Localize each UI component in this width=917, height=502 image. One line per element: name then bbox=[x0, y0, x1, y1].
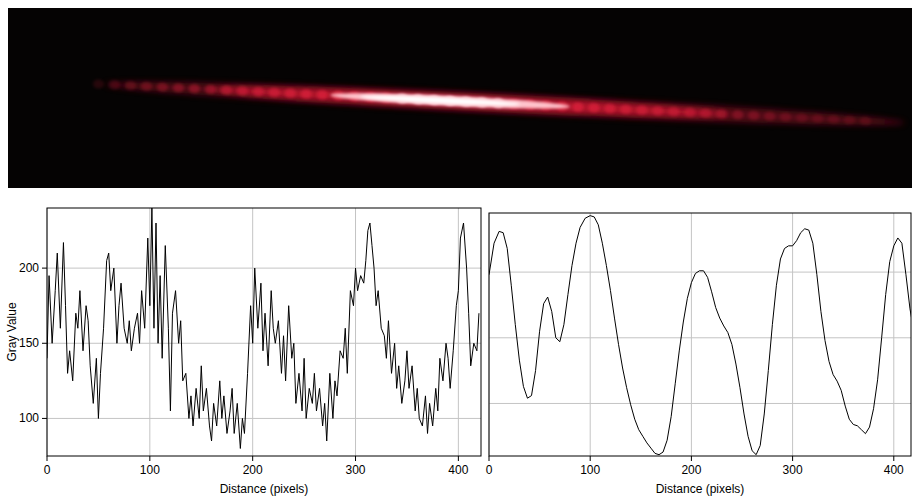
streak bbox=[93, 75, 905, 132]
core bbox=[360, 94, 520, 108]
fringe-dot bbox=[93, 79, 104, 89]
tick-mark bbox=[489, 456, 490, 461]
grid-line bbox=[47, 418, 481, 419]
fringe-dot bbox=[221, 85, 232, 95]
tick-mark bbox=[252, 456, 253, 461]
tick-label: 200 bbox=[243, 463, 263, 477]
fringe-dot bbox=[748, 111, 759, 121]
grid-line bbox=[590, 213, 591, 456]
grid-line bbox=[792, 213, 793, 456]
fringe-dot bbox=[588, 103, 599, 113]
tick-mark bbox=[792, 456, 793, 461]
fringe-dot bbox=[604, 104, 615, 114]
grid-line bbox=[489, 403, 911, 404]
grid-line bbox=[489, 272, 911, 273]
chart: 0 100 200 300 400 Distance (pixels) bbox=[486, 213, 912, 496]
data-layer bbox=[489, 216, 911, 455]
photo bbox=[8, 8, 912, 188]
tick-label: 150 bbox=[19, 336, 39, 350]
data-line bbox=[47, 208, 479, 448]
fringe-dot bbox=[141, 82, 152, 92]
tick-mark bbox=[355, 456, 356, 461]
tick-label: 300 bbox=[346, 463, 366, 477]
data-line bbox=[489, 216, 911, 455]
data-layer bbox=[47, 208, 479, 448]
fringe-dot bbox=[317, 90, 328, 100]
fringe-dot bbox=[780, 112, 791, 122]
fringe-dot bbox=[285, 88, 296, 98]
axis-title: Distance (pixels) bbox=[656, 482, 745, 496]
glow bbox=[210, 82, 730, 121]
fringe-dot bbox=[684, 108, 695, 118]
tick-label: 0 bbox=[486, 463, 493, 477]
fringe-dot bbox=[189, 84, 200, 94]
fringe-dot bbox=[812, 114, 823, 124]
tick-mark bbox=[47, 456, 48, 461]
fringe-dot bbox=[301, 89, 312, 99]
axis-title: Distance (pixels) bbox=[220, 482, 309, 496]
tick-label: 100 bbox=[19, 411, 39, 425]
tick-mark bbox=[893, 456, 894, 461]
tick-mark bbox=[149, 456, 150, 461]
fringe-dot bbox=[157, 82, 168, 92]
tick-label: 0 bbox=[44, 463, 51, 477]
tick-mark bbox=[42, 418, 47, 419]
grid-line bbox=[47, 268, 481, 269]
tick-label: 400 bbox=[448, 463, 468, 477]
fringe-dot bbox=[844, 115, 855, 125]
tick-mark bbox=[42, 268, 47, 269]
tick-label: 400 bbox=[884, 463, 904, 477]
grid-line bbox=[893, 213, 894, 456]
tick-mark bbox=[691, 456, 692, 461]
fringe-dot bbox=[125, 81, 136, 91]
chart: 0 100 200 300 400 100 150 200 Distance (pixels) G… bbox=[5, 208, 481, 496]
tick-label: 200 bbox=[681, 463, 701, 477]
fringe-dot bbox=[205, 85, 216, 95]
photo-ground bbox=[8, 8, 912, 188]
fringe-dot bbox=[860, 116, 871, 126]
fringe-dot bbox=[620, 105, 631, 115]
fringe-dot bbox=[109, 80, 120, 90]
fringe-dot bbox=[636, 105, 647, 115]
grid-line bbox=[691, 213, 692, 456]
plot-frame bbox=[47, 208, 481, 456]
fringe-dot bbox=[652, 106, 663, 116]
tick-label: 200 bbox=[19, 261, 39, 275]
fringe-dot bbox=[572, 102, 583, 112]
plot-frame bbox=[489, 213, 911, 456]
glow bbox=[105, 75, 905, 131]
fringe-dot bbox=[796, 113, 807, 123]
tick-mark bbox=[590, 456, 591, 461]
axis-title: Gray Value bbox=[5, 302, 19, 361]
fringe-dot bbox=[764, 111, 775, 121]
fringe-dot bbox=[700, 108, 711, 118]
tick-label: 100 bbox=[580, 463, 600, 477]
tick-label: 300 bbox=[783, 463, 803, 477]
fringe-dot bbox=[716, 109, 727, 119]
tick-label: 100 bbox=[140, 463, 160, 477]
plot-area bbox=[47, 208, 481, 456]
fringe-dot bbox=[173, 83, 184, 93]
plot-area bbox=[489, 213, 911, 456]
tick-mark bbox=[458, 456, 459, 461]
grid-line bbox=[47, 343, 481, 344]
fringe-dot bbox=[668, 107, 679, 117]
fringe-dot bbox=[253, 87, 264, 97]
figure: 0 100 200 300 400 100 150 200 Distance (pixels) G… bbox=[0, 0, 917, 502]
grid-line bbox=[489, 337, 911, 338]
fringe-dot bbox=[732, 110, 743, 120]
core bbox=[330, 90, 570, 112]
fringe-dot bbox=[828, 115, 839, 125]
fringe-dot bbox=[237, 86, 248, 96]
tick-mark bbox=[42, 343, 47, 344]
fringe-dot bbox=[269, 88, 280, 98]
